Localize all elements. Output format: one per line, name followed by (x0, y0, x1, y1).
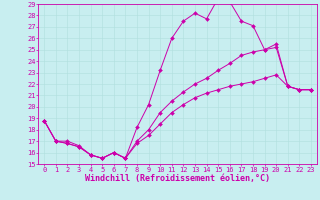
X-axis label: Windchill (Refroidissement éolien,°C): Windchill (Refroidissement éolien,°C) (85, 174, 270, 183)
